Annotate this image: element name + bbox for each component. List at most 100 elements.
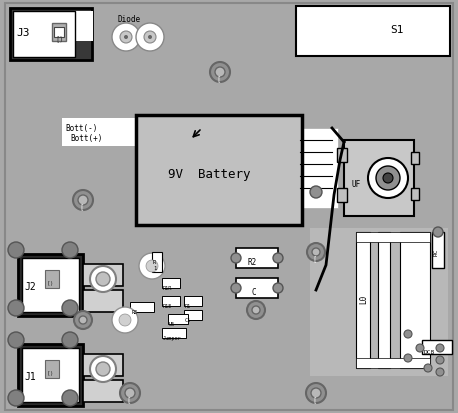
Text: RE: RE — [132, 310, 138, 315]
Circle shape — [8, 332, 24, 348]
Bar — [344, 140, 414, 216]
Bar — [236, 248, 278, 268]
Text: R1: R1 — [185, 304, 191, 309]
Bar — [300, 128, 338, 208]
Circle shape — [112, 307, 138, 333]
Bar — [296, 6, 450, 56]
Circle shape — [416, 344, 424, 352]
Text: [: [ — [79, 203, 83, 210]
Circle shape — [90, 266, 116, 292]
Text: U5: U5 — [169, 322, 175, 327]
Circle shape — [8, 300, 24, 316]
Text: [): [) — [47, 281, 55, 286]
Bar — [162, 328, 186, 338]
Text: UF: UF — [352, 180, 361, 189]
Circle shape — [376, 166, 400, 190]
Circle shape — [8, 242, 24, 258]
Circle shape — [368, 158, 408, 198]
Bar — [18, 254, 83, 316]
Circle shape — [311, 388, 321, 398]
Bar — [411, 152, 419, 164]
Bar — [184, 310, 202, 320]
Circle shape — [139, 253, 165, 279]
Bar — [162, 296, 180, 306]
Bar — [337, 148, 347, 162]
Bar — [400, 232, 430, 368]
Bar — [45, 360, 59, 378]
Circle shape — [62, 242, 78, 258]
Text: J3: J3 — [16, 28, 29, 38]
Circle shape — [120, 31, 132, 43]
Bar — [378, 232, 390, 368]
Bar — [184, 296, 202, 306]
Bar — [45, 270, 59, 288]
Circle shape — [433, 227, 443, 237]
Circle shape — [73, 190, 93, 210]
Text: J2: J2 — [24, 282, 36, 292]
Bar — [411, 188, 419, 200]
Circle shape — [62, 332, 78, 348]
Bar — [52, 23, 66, 41]
Bar — [432, 232, 444, 268]
Bar — [83, 354, 123, 376]
Bar — [22, 258, 79, 312]
Bar — [168, 314, 188, 324]
Circle shape — [146, 260, 158, 272]
Text: [: [ — [216, 75, 220, 82]
Text: Diode: Diode — [118, 15, 141, 24]
Circle shape — [120, 383, 140, 403]
Bar — [75, 11, 93, 41]
Text: S1: S1 — [390, 25, 403, 35]
Circle shape — [383, 173, 393, 183]
Circle shape — [231, 253, 241, 263]
Circle shape — [124, 35, 128, 39]
Bar — [356, 232, 430, 242]
Text: [): [) — [55, 35, 64, 42]
Bar — [162, 278, 180, 288]
Circle shape — [436, 356, 444, 364]
Circle shape — [210, 62, 230, 82]
Circle shape — [215, 67, 225, 77]
Text: J1: J1 — [24, 372, 36, 382]
Circle shape — [312, 248, 320, 256]
Bar — [83, 380, 123, 402]
Circle shape — [148, 35, 152, 39]
Text: 9V  Battery: 9V Battery — [168, 168, 251, 181]
Circle shape — [62, 390, 78, 406]
Circle shape — [273, 283, 283, 293]
Bar — [422, 340, 452, 354]
Text: C: C — [252, 288, 256, 297]
Text: DC8: DC8 — [424, 350, 435, 355]
Circle shape — [144, 31, 156, 43]
Circle shape — [307, 243, 325, 261]
Bar — [310, 228, 448, 376]
Text: [: [ — [312, 396, 316, 403]
Circle shape — [136, 23, 164, 51]
Bar — [22, 348, 79, 402]
Circle shape — [424, 364, 432, 372]
Circle shape — [125, 388, 135, 398]
Bar — [13, 11, 75, 57]
Text: R1E: R1E — [163, 304, 172, 309]
Circle shape — [247, 301, 265, 319]
Circle shape — [119, 314, 131, 326]
Circle shape — [79, 316, 87, 324]
Bar — [356, 358, 430, 368]
Bar — [83, 264, 123, 286]
Text: [: [ — [312, 255, 316, 262]
Circle shape — [231, 283, 241, 293]
Circle shape — [62, 300, 78, 316]
Bar — [83, 290, 123, 312]
Circle shape — [96, 362, 110, 376]
Circle shape — [310, 186, 322, 198]
Circle shape — [90, 356, 116, 382]
Bar — [236, 278, 278, 298]
Text: R1R: R1R — [163, 286, 172, 291]
Bar — [130, 302, 154, 312]
Bar — [18, 344, 83, 406]
Circle shape — [436, 344, 444, 352]
Text: Bott(-): Bott(-) — [65, 124, 98, 133]
Bar — [356, 232, 370, 368]
Text: [): [) — [47, 371, 55, 376]
Circle shape — [273, 253, 283, 263]
